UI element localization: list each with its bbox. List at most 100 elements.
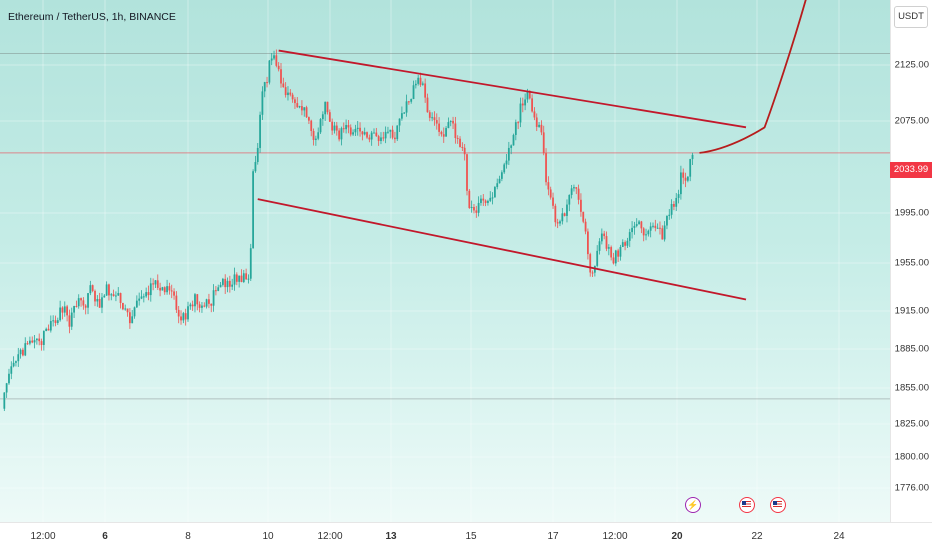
candle-body [519, 103, 522, 123]
candle-body [582, 211, 585, 222]
candle-body [166, 286, 168, 293]
time-tick-label: 17 [547, 531, 559, 542]
candle-body [68, 315, 71, 327]
candle-body [635, 224, 638, 226]
candle-body [505, 160, 508, 165]
candle-body [447, 122, 450, 129]
candle-body [314, 138, 317, 140]
candle-body [491, 197, 494, 199]
candle-body [287, 92, 289, 96]
candle-body [331, 121, 334, 131]
price-tick-label: 1955.00 [894, 257, 929, 269]
candle-body [573, 187, 575, 189]
candle-body [305, 107, 308, 118]
candle-body [452, 120, 454, 124]
candle-body [614, 250, 617, 264]
candle-body [477, 202, 480, 213]
candle-body [173, 291, 175, 296]
candle-body [284, 87, 287, 96]
candle-body [49, 321, 52, 331]
candle-body [203, 305, 206, 307]
grid-lines [0, 0, 890, 522]
us-flag-icon[interactable] [770, 497, 786, 513]
candle-body [361, 131, 364, 135]
us-flag-icon[interactable] [739, 497, 755, 513]
candle-body [177, 309, 180, 317]
candle-body [421, 83, 424, 85]
candle-body [24, 343, 27, 356]
candle-body [675, 197, 678, 207]
candle-body [605, 236, 608, 249]
candle-body [259, 114, 261, 148]
candle-body [656, 227, 659, 229]
time-tick-label: 6 [102, 531, 108, 542]
candle-body [122, 302, 124, 310]
candle-body [510, 145, 513, 148]
candle-body [182, 313, 185, 321]
candle-body [494, 187, 496, 198]
candle-body [252, 171, 254, 249]
candle-body [191, 304, 194, 307]
chart-area[interactable]: Ethereum / TetherUS, 1h, BINANCE [0, 0, 890, 522]
price-tick-label: 1915.00 [894, 305, 929, 317]
projected-path-curve [699, 0, 807, 154]
candle-body [521, 103, 524, 106]
candle-body [596, 250, 599, 266]
candle-body [282, 83, 285, 88]
candle-body [354, 128, 357, 133]
candle-body [342, 128, 345, 130]
price-unit-button[interactable]: USDT [894, 6, 928, 28]
lightning-icon[interactable]: ⚡ [685, 497, 701, 513]
candle-body [424, 83, 427, 98]
candle-body [389, 129, 392, 132]
price-tick-label: 2125.00 [894, 59, 929, 71]
candle-body [349, 127, 352, 135]
candle-body [670, 203, 673, 215]
price-axis[interactable]: 2125.00 2075.00 1995.00 1955.00 1915.00 1885.… [890, 0, 932, 522]
candle-body [391, 129, 394, 138]
candle-body [645, 234, 647, 236]
price-tick-label: 2075.00 [894, 115, 929, 127]
time-tick-label: 12:00 [30, 531, 56, 542]
candle-body [666, 215, 668, 226]
candle-body [517, 122, 520, 124]
candle-body [580, 199, 582, 212]
time-tick-label: 12:00 [602, 531, 628, 542]
candle-body [175, 295, 178, 310]
candle-body [94, 290, 96, 302]
candle-body [373, 132, 375, 134]
time-axis[interactable]: 12:00 6 8 10 12:00 13 15 17 12:00 20 22 24 [0, 522, 932, 551]
candle-body [607, 247, 610, 249]
candle-body [542, 132, 545, 154]
candle-body [324, 101, 327, 115]
candle-body [63, 306, 66, 313]
candle-body [73, 306, 75, 313]
candle-body [459, 138, 461, 147]
candle-body [647, 230, 650, 235]
candle-body [570, 188, 573, 195]
candle-body [380, 137, 382, 142]
candle-body [359, 127, 361, 132]
candle-body [8, 373, 10, 384]
candle-body [133, 307, 136, 317]
candle-body [531, 98, 533, 112]
candle-body [19, 349, 22, 355]
candle-body [147, 292, 150, 296]
candle-body [170, 290, 173, 292]
time-tick-label: 20 [671, 531, 683, 542]
candle-body [528, 90, 531, 99]
candle-body [333, 125, 336, 131]
candle-body [480, 198, 482, 203]
candle-body [240, 275, 243, 282]
candle-body [387, 131, 389, 133]
candle-body [168, 286, 171, 291]
price-chart[interactable] [0, 0, 890, 522]
candle-body [503, 164, 506, 173]
candle-body [80, 298, 82, 301]
candle-body [131, 316, 134, 324]
candle-body [461, 146, 464, 148]
candle-body [454, 123, 457, 139]
candle-body [70, 312, 73, 327]
candle-body [628, 232, 631, 241]
candle-body [301, 106, 303, 111]
